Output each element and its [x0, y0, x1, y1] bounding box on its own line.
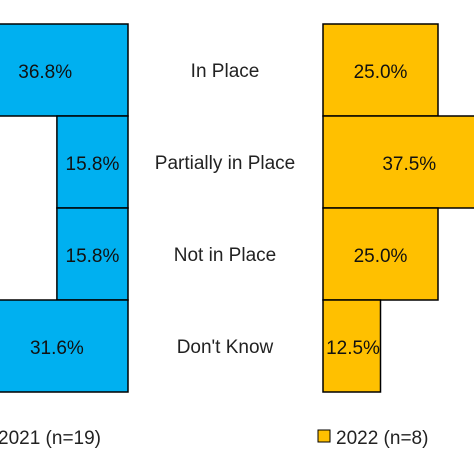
bar-2021-3	[0, 299, 129, 393]
legend-label-2022: 2022 (n=8)	[336, 428, 428, 449]
data-label-2021-3: 31.6%	[30, 338, 84, 359]
bar-2022-1	[322, 115, 474, 209]
bar-2022-2	[322, 207, 439, 301]
category-label-0: In Place	[191, 61, 260, 82]
data-label-2022-1: 37.5%	[382, 154, 436, 175]
series-2021-bars: 36.8% 15.8% 15.8% 31.6%	[0, 23, 129, 393]
legend-label-2021: 2021 (n=19)	[0, 428, 101, 449]
data-label-2021-1: 15.8%	[66, 154, 120, 175]
data-label-2022-0: 25.0%	[354, 62, 408, 83]
bar-2022-0	[322, 23, 439, 117]
legend: 2021 (n=19) 2022 (n=8)	[0, 428, 428, 449]
data-label-2021-0: 36.8%	[18, 62, 72, 83]
data-label-2022-2: 25.0%	[354, 246, 408, 267]
category-labels: In Place Partially in Place Not in Place Do…	[155, 61, 295, 358]
bar-2022-3	[322, 299, 382, 393]
bar-2021-0	[0, 23, 129, 117]
category-label-1: Partially in Place	[155, 153, 295, 174]
legend-swatch-2022	[317, 429, 331, 443]
data-label-2021-2: 15.8%	[66, 246, 120, 267]
series-2022-bars: 25.0% 37.5% 25.0% 12.5%	[322, 23, 474, 393]
category-label-3: Don't Know	[177, 337, 274, 358]
data-label-2022-3: 12.5%	[326, 338, 380, 359]
bar-2021-1	[56, 115, 129, 209]
category-label-2: Not in Place	[174, 245, 276, 266]
